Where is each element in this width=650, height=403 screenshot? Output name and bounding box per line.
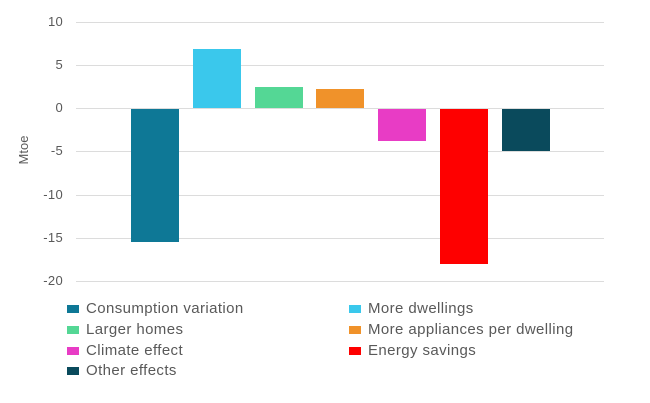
legend-label: Other effects bbox=[86, 362, 177, 380]
legend-item-climate-effect: Climate effect bbox=[67, 341, 349, 361]
y-axis-tick-label: 5 bbox=[55, 56, 63, 72]
y-axis-tick-label: -10 bbox=[43, 186, 63, 202]
bar-consumption-variation bbox=[131, 108, 179, 242]
legend-swatch-consumption-variation bbox=[67, 305, 79, 314]
legend: Consumption variation More dwellings Large… bbox=[67, 299, 573, 382]
legend-swatch-larger-homes bbox=[67, 326, 79, 335]
legend-label: Energy savings bbox=[368, 341, 477, 359]
bar-climate-effect bbox=[378, 108, 426, 142]
legend-label: Climate effect bbox=[86, 341, 184, 359]
y-axis-tick-label: -5 bbox=[50, 143, 63, 159]
legend-item-larger-homes: Larger homes bbox=[67, 320, 349, 340]
legend-item-more-appliances-per-dwelling: More appliances per dwelling bbox=[349, 320, 573, 340]
gridline-y--15 bbox=[76, 237, 604, 239]
bar-larger-homes bbox=[254, 87, 303, 108]
bar-more-appliances-per-dwelling bbox=[316, 88, 365, 108]
y-axis-tick-label: -20 bbox=[43, 273, 63, 288]
gridline-y-0 bbox=[76, 108, 604, 109]
gridline-y-5 bbox=[76, 64, 604, 66]
legend-label: More appliances per dwelling bbox=[368, 321, 574, 339]
y-axis-tick-label: 0 bbox=[55, 100, 63, 115]
gridline-y--10 bbox=[76, 194, 604, 196]
legend-label: Larger homes bbox=[86, 321, 184, 339]
legend-label: More dwellings bbox=[368, 300, 474, 318]
bar-energy-savings bbox=[439, 108, 488, 265]
gridline-y-10 bbox=[76, 21, 604, 23]
legend-label: Consumption variation bbox=[86, 300, 244, 318]
legend-item-energy-savings: Energy savings bbox=[349, 341, 573, 361]
legend-item-other-effects: Other effects bbox=[67, 361, 349, 381]
legend-swatch-more-appliances-per-dwelling bbox=[349, 326, 361, 335]
legend-swatch-other-effects bbox=[67, 367, 79, 376]
legend-item-more-dwellings: More dwellings bbox=[349, 299, 573, 319]
legend-swatch-more-dwellings bbox=[349, 305, 361, 314]
bar-more-dwellings bbox=[192, 49, 241, 108]
bar-other-effects bbox=[501, 108, 550, 151]
y-axis-tick-label: 10 bbox=[47, 13, 63, 29]
legend-swatch-climate-effect bbox=[67, 346, 79, 355]
legend-item-consumption-variation: Consumption variation bbox=[67, 299, 349, 319]
y-axis-tick-label: -15 bbox=[43, 229, 63, 245]
legend-swatch-energy-savings bbox=[349, 346, 361, 355]
gridline-y--20 bbox=[76, 281, 604, 282]
gridline-y--5 bbox=[76, 151, 604, 153]
